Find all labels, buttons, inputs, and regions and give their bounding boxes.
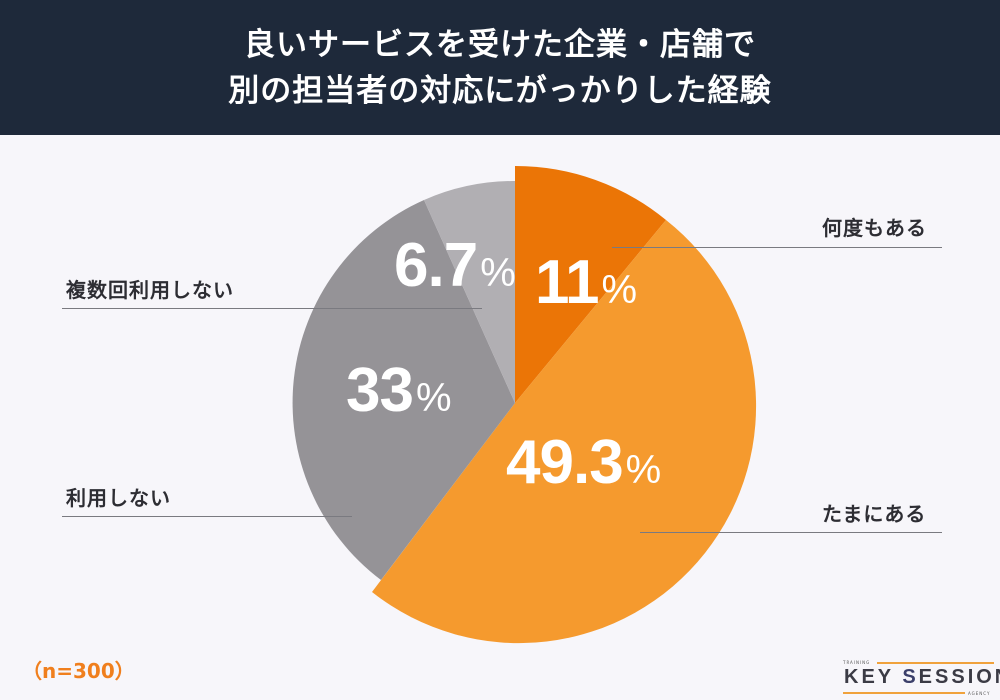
pie-slice-no-repeat xyxy=(424,180,515,403)
logo-small-bottom: AGENCY xyxy=(968,691,991,696)
logo-top-bar xyxy=(877,662,994,664)
brand-logo: TRAINING KEY SESSION AGENCY xyxy=(838,660,1000,696)
label-no-repeat: 複数回利用しない xyxy=(66,278,234,302)
logo-wordmark: KEY SESSION xyxy=(844,666,1000,689)
logo-word-ession: ESSION xyxy=(918,666,1000,688)
pie-slice-often xyxy=(515,165,666,403)
leader-line-often xyxy=(612,247,942,248)
leader-line-no-repeat xyxy=(62,308,482,309)
pct-sometimes-value: 49.3 xyxy=(506,428,624,497)
leader-line-sometimes xyxy=(640,532,942,533)
pct-no-repeat-value: 6.7 xyxy=(394,231,478,300)
sample-size-note: （n=300） xyxy=(22,659,135,683)
logo-word-key: KEY xyxy=(844,666,903,688)
chart-title-line-2: 別の担当者の対応にがっかりした経験 xyxy=(228,72,772,109)
label-sometimes: たまにある xyxy=(822,502,927,526)
pct-no-repeat: 6.7% xyxy=(394,235,516,297)
pct-no-repeat-unit: % xyxy=(480,251,516,295)
pie-slice-not-used xyxy=(292,200,515,580)
pct-often-unit: % xyxy=(601,268,638,312)
pct-sometimes: 49.3% xyxy=(506,432,661,494)
label-often: 何度もある xyxy=(822,216,927,240)
pct-not-used: 33% xyxy=(346,360,452,422)
pct-not-used-unit: % xyxy=(415,376,452,420)
leader-line-not-used xyxy=(62,516,352,517)
logo-word-s: S xyxy=(902,666,919,688)
logo-bottom-bar xyxy=(843,692,965,694)
chart-title-line-1: 良いサービスを受けた企業・店舗で xyxy=(244,26,756,63)
chart-header: 良いサービスを受けた企業・店舗で 別の担当者の対応にがっかりした経験 xyxy=(0,0,1000,135)
pct-not-used-value: 33 xyxy=(346,356,414,425)
label-not-used: 利用しない xyxy=(66,486,171,510)
pct-often-value: 11 xyxy=(535,248,600,317)
pct-sometimes-unit: % xyxy=(625,448,662,492)
logo-small-top: TRAINING xyxy=(843,660,871,665)
pie-slice-sometimes xyxy=(372,220,757,644)
pct-often: 11% xyxy=(535,252,637,314)
